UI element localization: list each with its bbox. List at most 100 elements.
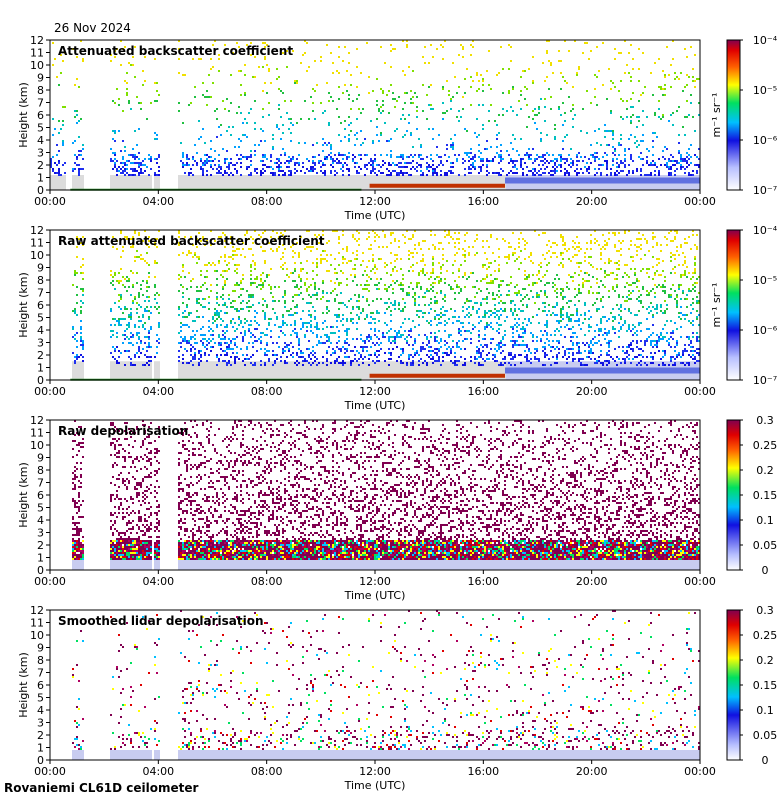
background-layer <box>304 361 306 380</box>
background-layer <box>54 175 56 190</box>
background-layer <box>236 175 238 190</box>
background-layer <box>482 175 484 190</box>
background-layer <box>394 750 396 760</box>
background-layer <box>156 750 158 760</box>
background-layer <box>366 175 368 190</box>
background-layer <box>338 361 340 380</box>
background-layer <box>498 750 500 760</box>
background-layer <box>320 175 322 190</box>
colorbar-tick-label: 0.2 <box>756 464 774 477</box>
background-layer <box>270 361 272 380</box>
background-layer <box>362 361 364 380</box>
background-layer <box>450 361 452 380</box>
background-layer <box>328 750 330 760</box>
background-layer <box>120 175 122 190</box>
plot-area <box>50 610 700 760</box>
background-layer <box>158 361 160 380</box>
y-tick-label: 9 <box>37 262 44 275</box>
background-layer <box>470 175 472 190</box>
background-layer <box>540 750 542 760</box>
background-layer <box>484 750 486 760</box>
background-layer <box>246 560 248 570</box>
background-layer <box>204 361 206 380</box>
background-layer <box>448 361 450 380</box>
background-layer <box>200 560 202 570</box>
low-cloud-layer <box>369 183 505 188</box>
background-layer <box>694 750 696 760</box>
background-layer <box>260 175 262 190</box>
background-layer <box>340 750 342 760</box>
background-layer <box>78 361 80 380</box>
background-layer <box>156 175 158 190</box>
background-layer <box>228 175 230 190</box>
background-layer <box>442 175 444 190</box>
background-layer <box>278 361 280 380</box>
background-layer <box>144 361 146 380</box>
background-layer <box>330 175 332 190</box>
background-layer <box>386 750 388 760</box>
x-axis-label: Time (UTC) <box>344 399 406 412</box>
background-layer <box>256 361 258 380</box>
background-layer <box>458 175 460 190</box>
background-layer <box>432 560 434 570</box>
x-tick-label: 00:00 <box>34 575 66 588</box>
background-layer <box>490 175 492 190</box>
background-layer <box>74 175 76 190</box>
footer-label: Rovaniemi CL61D ceilometer <box>4 781 199 795</box>
background-layer <box>296 750 298 760</box>
background-layer <box>430 560 432 570</box>
background-layer <box>552 560 554 570</box>
background-layer <box>120 361 122 380</box>
background-layer <box>682 750 684 760</box>
background-layer <box>286 175 288 190</box>
background-layer <box>384 750 386 760</box>
background-layer <box>136 175 138 190</box>
background-layer <box>248 560 250 570</box>
background-layer <box>452 175 454 190</box>
background-layer <box>186 750 188 760</box>
background-layer <box>404 750 406 760</box>
background-layer <box>460 175 462 190</box>
background-layer <box>340 175 342 190</box>
background-layer <box>458 560 460 570</box>
background-layer <box>200 175 202 190</box>
colorbar-tick-label: 10⁻⁴ <box>753 34 778 47</box>
background-layer <box>464 361 466 380</box>
x-tick-label: 08:00 <box>251 385 283 398</box>
background-layer <box>180 175 182 190</box>
background-layer <box>368 750 370 760</box>
x-tick-label: 00:00 <box>684 765 716 778</box>
background-layer <box>210 361 212 380</box>
background-layer <box>578 560 580 570</box>
background-layer <box>448 560 450 570</box>
background-layer <box>314 750 316 760</box>
background-layer <box>484 560 486 570</box>
background-layer <box>524 750 526 760</box>
background-layer <box>290 361 292 380</box>
background-layer <box>546 750 548 760</box>
background-layer <box>488 560 490 570</box>
background-layer <box>316 750 318 760</box>
background-layer <box>698 560 700 570</box>
background-layer <box>360 175 362 190</box>
background-layer <box>336 361 338 380</box>
background-layer <box>492 560 494 570</box>
background-layer <box>264 361 266 380</box>
background-layer <box>322 560 324 570</box>
background-layer <box>396 560 398 570</box>
background-layer <box>564 750 566 760</box>
x-tick-label: 00:00 <box>34 765 66 778</box>
background-layer <box>270 175 272 190</box>
background-layer <box>364 175 366 190</box>
background-layer <box>264 750 266 760</box>
background-layer <box>410 560 412 570</box>
background-layer <box>476 361 478 380</box>
background-layer <box>322 175 324 190</box>
background-layer <box>62 175 64 190</box>
background-layer <box>238 361 240 380</box>
y-tick-label: 8 <box>37 274 44 287</box>
background-layer <box>496 560 498 570</box>
background-layer <box>464 560 466 570</box>
background-layer <box>132 361 134 380</box>
